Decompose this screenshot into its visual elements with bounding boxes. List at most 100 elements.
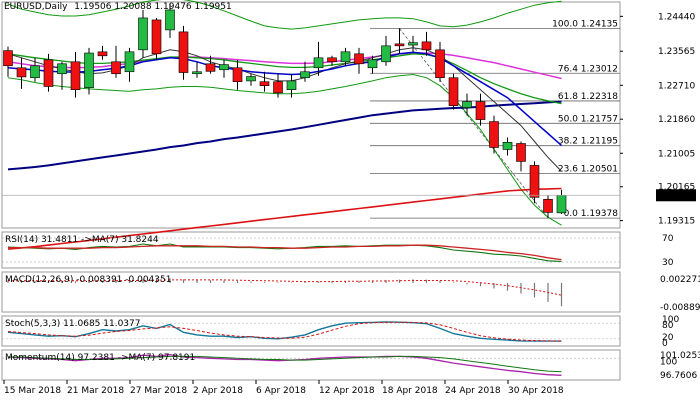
- candle-body: [327, 57, 337, 63]
- stoch-tick-label: 20: [662, 333, 674, 343]
- panel-frame-main: [1, 1, 621, 229]
- candle-body: [435, 49, 445, 79]
- price-tick-label: 1.24440: [658, 12, 695, 22]
- price-tick-label: 1.19315: [658, 217, 695, 227]
- candle-body: [340, 51, 351, 63]
- stoch-tick-label: 80: [662, 321, 674, 331]
- candle-body: [300, 71, 310, 79]
- candle-body: [192, 71, 202, 75]
- panel-frame-mom: [1, 349, 621, 381]
- macd-tick-label: -0.008899: [660, 303, 700, 313]
- bollinger-upper-line: [7, 0, 562, 30]
- macd-tick-label: 0.002271: [660, 275, 700, 285]
- candle-body: [246, 76, 256, 82]
- candle-body: [124, 51, 135, 73]
- x-axis-label: 27 Mar 2018: [130, 386, 187, 396]
- x-axis-label: 2 Apr 2018: [193, 386, 243, 396]
- ma-magenta-line: [7, 52, 562, 80]
- rsi-line: [7, 243, 562, 262]
- momentum-label: Momentum(14) 97.2381 ->MA(7) 97.8191: [5, 353, 195, 363]
- macd-label: MACD(12,26,9) -0.008391 -0.004351: [5, 275, 171, 285]
- candle-body: [286, 80, 297, 90]
- candle-body: [381, 45, 391, 63]
- current-price-box: [656, 189, 696, 202]
- momentum-ma-line: [8, 355, 562, 373]
- macd-signal-line: [8, 279, 562, 296]
- panel-frame-stoch: [1, 315, 621, 347]
- candle-body: [421, 41, 432, 51]
- candle-body: [97, 51, 108, 57]
- candle-body: [462, 101, 472, 108]
- momentum-tick-label: 96.7606: [660, 371, 697, 381]
- x-axis-label: 12 Apr 2018: [319, 386, 375, 396]
- price-tick-label: 1.22710: [658, 81, 695, 91]
- candle-body: [475, 101, 486, 120]
- price-tick-label: 1.21860: [658, 115, 695, 125]
- momentum-line: [7, 353, 562, 376]
- current-price-label: 1.19951: [658, 192, 695, 202]
- chart-header: EURUSD,Daily 1.19506 1.20088 1.19476 1.1…: [4, 2, 232, 12]
- ma-dark-line: [7, 47, 562, 172]
- candle-body: [273, 81, 283, 94]
- candle-body: [408, 42, 418, 46]
- candle-body: [3, 50, 13, 67]
- stoch-label: Stoch(5,3,3) 11.0685 11.0377: [5, 319, 140, 329]
- fib-label: 38.2 1.21195: [558, 137, 618, 147]
- candle-body: [57, 63, 67, 75]
- candle-body: [205, 63, 216, 72]
- ohlc-label: 1.19506 1.20088 1.19476 1.19951: [74, 2, 232, 12]
- candle-body: [354, 53, 364, 65]
- candle-body: [367, 59, 378, 69]
- candle-body: [313, 57, 324, 69]
- candle-body: [232, 67, 243, 83]
- symbol-label: EURUSD,Daily: [4, 2, 68, 12]
- rsi-tick-label: 70: [662, 234, 674, 244]
- fib-label: 76.4 1.23012: [558, 64, 618, 74]
- momentum-tick-label: 100: [660, 357, 677, 367]
- candle-body: [516, 143, 526, 162]
- stoch-k-line: [7, 321, 562, 342]
- price-tick-label: 1.20165: [658, 183, 695, 193]
- bollinger-lower-line: [7, 73, 562, 226]
- candle-body: [489, 121, 499, 148]
- candle-body: [259, 81, 270, 87]
- candle-body: [151, 19, 162, 55]
- x-axis-label: 21 Mar 2018: [67, 386, 124, 396]
- stoch-tick-label: 0: [662, 339, 668, 349]
- rsi-ma-line: [8, 244, 562, 261]
- rsi-tick-label: 30: [662, 258, 674, 268]
- candle-body: [111, 61, 121, 75]
- candle-body: [543, 199, 553, 213]
- stoch-d-line: [7, 321, 562, 342]
- x-axis-label: 15 Mar 2018: [4, 386, 61, 396]
- ma-green-line: [7, 53, 562, 105]
- candle-body: [448, 77, 459, 106]
- rsi-label: RSI(14) 31.4811 ->MA(7) 31.8244: [5, 235, 159, 245]
- candle-body: [165, 9, 175, 31]
- candle-body: [556, 195, 567, 214]
- x-axis-label: 6 Apr 2018: [256, 386, 306, 396]
- x-axis-label: 18 Apr 2018: [382, 386, 438, 396]
- candle-body: [219, 64, 229, 71]
- candle-body: [16, 67, 27, 78]
- price-tick-label: 1.21005: [658, 149, 695, 159]
- x-axis-label: 24 Apr 2018: [445, 386, 501, 396]
- candle-body: [178, 31, 189, 73]
- panel-frame-rsi: [1, 231, 621, 269]
- fib-label: 0.0 1.19378: [564, 209, 619, 219]
- candle-body: [502, 142, 513, 150]
- stoch-tick-label: 100: [662, 315, 679, 325]
- candle-body: [394, 43, 405, 47]
- fib-label: 61.8 1.22318: [558, 92, 618, 102]
- candle-body: [138, 17, 148, 51]
- fib-label: 50.0 1.21757: [558, 114, 618, 124]
- candle-body: [529, 165, 540, 198]
- candle-body: [43, 59, 54, 87]
- candle-body: [30, 65, 40, 79]
- x-axis-label: 30 Apr 2018: [508, 386, 564, 396]
- fib-trend-line: [399, 28, 549, 219]
- momentum-tick-label: 101.0253: [660, 351, 700, 361]
- ma-blue-line: [7, 51, 562, 147]
